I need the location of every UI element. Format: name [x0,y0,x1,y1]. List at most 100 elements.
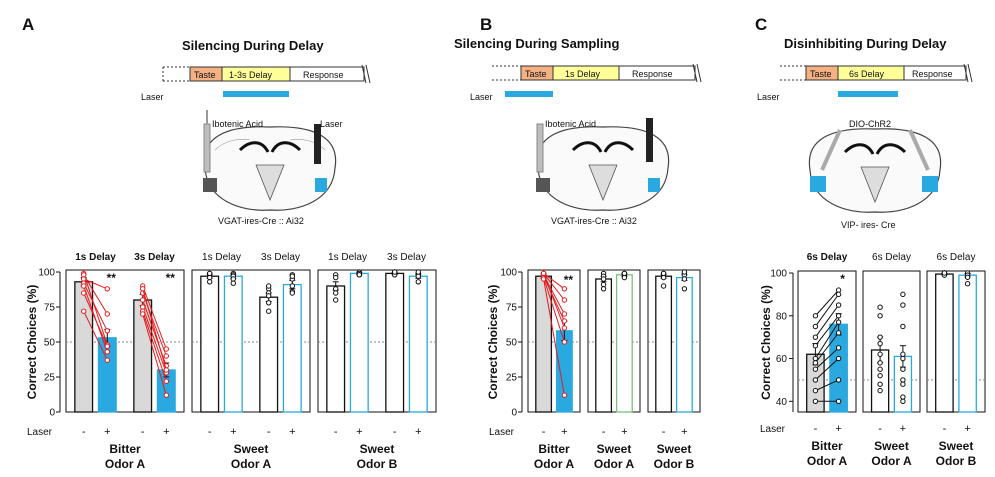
panel-c-laser-label: Laser [757,92,780,102]
laser-on-symbol: + [104,426,110,438]
paired-line [815,289,839,317]
group-label: Bitter [109,442,141,456]
laser-on-symbol: + [681,426,687,438]
paired-line [543,273,565,329]
data-point [163,378,170,384]
bar-laser-on [615,274,633,413]
paired-line [814,321,840,359]
data-point [289,290,295,296]
data-point [163,367,170,373]
bar-laser-on [675,276,693,413]
panel-b-brain-diagram: Ibotenic Acid VGAT-ires-Cre :: Ai32 [536,118,670,226]
data-point [540,270,547,277]
panel-c-response-label: Response [912,69,953,79]
y-tick-label: 100 [38,268,55,279]
data-point [561,297,568,303]
data-point [104,357,111,363]
panel-c-brain-top-label: DIO-ChR2 [849,119,891,129]
panel-b-taste-label: Taste [525,69,547,79]
group-label: Bitter [811,439,843,453]
paired-line [83,310,108,361]
laser-row-label: Laser [489,427,515,438]
y-tick-label: 25 [44,373,56,384]
y-tick-label: 80 [776,311,788,322]
laser-on-symbol: + [900,423,906,435]
data-point [835,313,842,319]
paired-line [142,311,167,382]
data-point [835,291,842,298]
data-point [812,360,819,366]
paired-line [815,379,839,392]
laser-off-symbol: - [943,423,947,435]
data-point [561,392,568,398]
data-point [964,274,971,280]
data-point [660,283,667,289]
paired-line [543,277,565,343]
y-tick-label: 75 [44,303,56,314]
data-point [81,290,87,296]
group-label: Odor A [231,457,272,471]
panel-b-break-mark [692,63,702,83]
data-point [600,286,607,292]
data-point [266,308,272,314]
panel-b-title: Silencing During Sampling [454,36,619,51]
data-point [877,304,883,310]
data-point [140,297,146,303]
paired-line [543,272,565,290]
panel-a-break-mark [361,64,371,84]
data-point [140,311,146,317]
delay-label: 6s Delay [937,252,976,263]
data-point [681,276,688,282]
laser-on-symbol: + [621,426,627,438]
panel-a-response-label: Response [303,70,344,80]
data-point [900,323,906,330]
bar-laser-on [349,272,369,413]
panel-b-header: B Silencing During Sampling Taste 1s Del… [454,15,702,226]
group-label: Odor A [594,457,635,471]
group-label: Bitter [538,442,570,456]
bar-laser-off [655,275,673,413]
data-point [877,340,883,347]
data-point [900,291,906,298]
group-frame [65,269,185,413]
data-point [104,343,111,349]
bar-laser-on [282,283,302,413]
paired-line [83,278,108,290]
laser-on-symbol: + [415,426,421,438]
panel-b-letter: B [480,15,492,34]
significance-mark: ** [564,273,574,287]
group-label: Odor B [357,457,398,471]
data-point [600,276,607,282]
bar-laser-on [97,337,117,413]
paired-line [814,304,840,338]
panel-c-letter: C [755,15,767,34]
bar-laser-on [958,274,977,413]
group-label: Sweet [874,439,909,453]
panel-c-laser-bar [838,91,898,97]
data-point [812,366,819,372]
group-frame [797,270,857,413]
laser-row-label: Laser [760,424,786,435]
group-label: Odor A [534,457,575,471]
data-point [877,387,883,394]
laser-on-symbol: + [964,423,970,435]
laser-on-symbol: + [356,426,362,438]
group-frame [647,269,701,413]
data-point [681,286,688,292]
laser-row-label: Laser [27,427,53,438]
laser-off-symbol: - [208,426,212,438]
panel-a-brain-left-label: Ibotenic Acid [212,119,263,129]
y-tick-label: 50 [506,338,518,349]
data-point [941,270,948,276]
y-tick-label: 0 [511,408,517,419]
panel-a-brain-caption: VGAT-ires-Cre :: Ai32 [218,216,304,226]
data-point [900,302,906,308]
delay-label: 6s Delay [807,252,848,263]
data-point [877,366,883,372]
panel-c-taste-label: Taste [810,69,832,79]
panel-b-delay-label: 1s Delay [565,69,601,79]
group-frame [862,270,921,413]
panel-a-laser-label: Laser [141,92,164,102]
group-label: Odor A [807,454,848,468]
